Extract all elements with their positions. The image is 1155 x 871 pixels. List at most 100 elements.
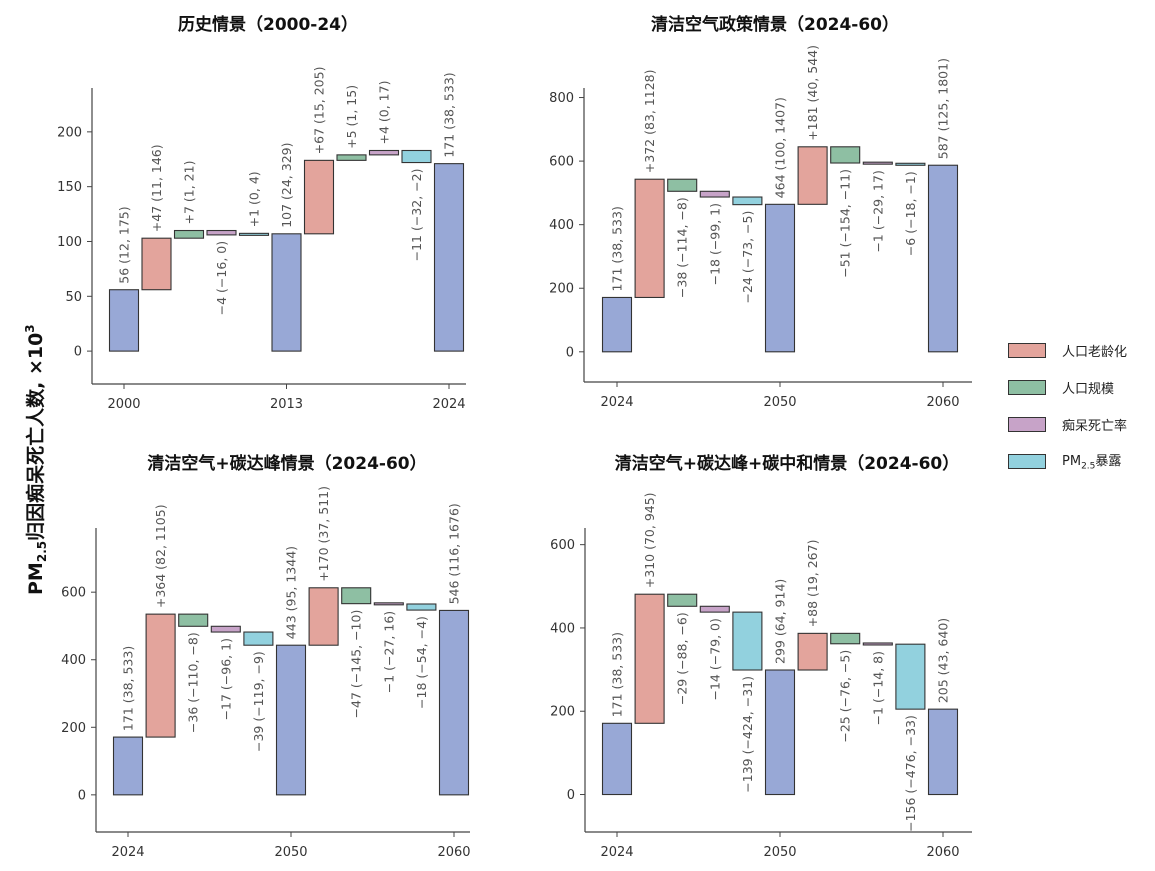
bar-pm bbox=[401, 149, 432, 164]
bar-value-label: +47 (11, 146) bbox=[149, 144, 164, 232]
y-tick-label: 400 bbox=[61, 653, 86, 668]
bar-total bbox=[271, 233, 302, 352]
bar-value-label: −4 (−16, 0) bbox=[214, 241, 229, 315]
panel-title: 清洁空气+碳达峰情景（2024-60） bbox=[147, 453, 426, 474]
bar-value-label: −11 (−32, −2) bbox=[409, 169, 424, 262]
x-tick-label: 2060 bbox=[926, 395, 959, 410]
bar-value-label: 299 (64, 914) bbox=[773, 579, 788, 664]
bar-mortality bbox=[206, 229, 237, 236]
y-tick-label: 50 bbox=[65, 290, 82, 305]
bar-total bbox=[601, 722, 633, 796]
bar-total bbox=[438, 609, 470, 796]
bar-value-label: −17 (−96, 1) bbox=[218, 638, 233, 720]
bar-value-label: −38 (−114, −8) bbox=[675, 197, 690, 298]
x-tick-label: 2013 bbox=[270, 397, 303, 412]
bar-aging bbox=[797, 632, 828, 671]
bar-value-label: 464 (100, 1407) bbox=[773, 97, 788, 198]
legend-item-aging: 人口老龄化 bbox=[1008, 338, 1148, 362]
legend-swatch-mortality bbox=[1008, 416, 1046, 432]
bar-value-label: −39 (−119, −9) bbox=[251, 651, 266, 752]
legend-item-size: 人口规模 bbox=[1008, 375, 1148, 399]
bar-size bbox=[830, 632, 861, 645]
bar-total bbox=[927, 164, 959, 353]
bar-value-label: −25 (−76, −5) bbox=[838, 650, 853, 743]
y-axis-title: PM2.5归因痴呆死亡人数, ×103 bbox=[23, 324, 49, 595]
bar-aging bbox=[634, 593, 665, 724]
bar-value-label: +181 (40, 544) bbox=[805, 45, 820, 141]
bar-value-label: −156 (−476, −33) bbox=[903, 715, 918, 832]
panel-clean-air-peak-neutral: 清洁空气+碳达峰+碳中和情景（2024-60） 0 200 400 600 171 (38… bbox=[550, 453, 972, 860]
bar-value-label: +1 (0, 4) bbox=[247, 171, 262, 227]
y-axis-title-prefix: PM bbox=[25, 562, 47, 595]
bar-value-label: −1 (−27, 16) bbox=[381, 611, 396, 693]
bar-mortality bbox=[373, 602, 404, 606]
bar-value-label: −6 (−18, −1) bbox=[903, 171, 918, 256]
x-tick-label: 2050 bbox=[274, 845, 307, 860]
bar-value-label: −51 (−154, −11) bbox=[838, 169, 853, 278]
bar-value-label: 56 (12, 175) bbox=[117, 206, 132, 283]
bar-value-label: −139 (−424, −31) bbox=[740, 676, 755, 793]
y-tick-label: 0 bbox=[78, 788, 86, 803]
y-tick-label: 150 bbox=[57, 180, 82, 195]
x-tick-label: 2024 bbox=[432, 397, 465, 412]
y-tick-label: 100 bbox=[57, 235, 82, 250]
y-tick-label: 600 bbox=[61, 586, 86, 601]
svg-text:PM2.5归因痴呆死亡人数, ×103: PM2.5归因痴呆死亡人数, ×103 bbox=[23, 324, 49, 595]
bar-total bbox=[601, 296, 633, 353]
bar-value-label: +7 (1, 21) bbox=[182, 161, 197, 225]
x-tick-label: 2000 bbox=[107, 397, 140, 412]
bar-value-label: 171 (38, 533) bbox=[610, 632, 625, 717]
y-tick-label: 200 bbox=[549, 282, 574, 297]
bar-value-label: −24 (−73, −5) bbox=[740, 211, 755, 304]
bar-value-label: +67 (15, 205) bbox=[312, 67, 327, 155]
legend-label-pm: PM2.5暴露 bbox=[1062, 450, 1121, 472]
legend-label-aging: 人口老龄化 bbox=[1062, 344, 1128, 360]
bar-value-label: −18 (−99, 1) bbox=[707, 203, 722, 285]
bar-mortality bbox=[699, 190, 730, 198]
x-tick-label: 2024 bbox=[111, 845, 144, 860]
panel-title: 清洁空气+碳达峰+碳中和情景（2024-60） bbox=[615, 453, 960, 474]
y-tick-label: 400 bbox=[549, 218, 574, 233]
panel-title: 历史情景（2000-24） bbox=[178, 14, 358, 35]
legend-label-size: 人口规模 bbox=[1062, 381, 1115, 397]
bar-total bbox=[112, 736, 144, 796]
bar-pm bbox=[732, 611, 763, 671]
y-tick-label: 600 bbox=[550, 538, 575, 553]
legend-label-pm-rest: 暴露 bbox=[1095, 454, 1122, 470]
bar-mortality bbox=[699, 605, 730, 613]
bar-value-label: −18 (−54, −4) bbox=[414, 616, 429, 709]
y-tick-label: 400 bbox=[550, 621, 575, 636]
bar-mortality bbox=[862, 161, 893, 165]
x-tick-label: 2060 bbox=[437, 845, 470, 860]
bar-total bbox=[764, 669, 796, 796]
bar-value-label: −1 (−14, 8) bbox=[870, 651, 885, 725]
legend-item-mortality: 痴呆死亡率 bbox=[1008, 412, 1148, 436]
bar-value-label: 171 (38, 533) bbox=[121, 646, 136, 731]
bar-pm bbox=[238, 232, 270, 236]
bar-size bbox=[336, 154, 367, 161]
y-tick-label: 200 bbox=[57, 125, 82, 140]
bar-pm bbox=[895, 643, 926, 710]
x-tick-label: 2050 bbox=[763, 845, 796, 860]
legend-label-pm-sub: 2.5 bbox=[1081, 461, 1096, 472]
y-tick-label: 800 bbox=[549, 91, 574, 106]
bar-aging bbox=[797, 146, 828, 205]
bar-value-label: 171 (38, 533) bbox=[610, 206, 625, 291]
y-axis-title-text: 归因痴呆死亡人数, ×10 bbox=[24, 333, 47, 541]
bar-aging bbox=[303, 159, 335, 235]
panel-title: 清洁空气政策情景（2024-60） bbox=[651, 14, 899, 35]
bar-size bbox=[173, 229, 205, 239]
bar-aging bbox=[141, 237, 172, 291]
bar-value-label: +310 (70, 945) bbox=[642, 492, 657, 588]
panel-clean-air-peak: 清洁空气+碳达峰情景（2024-60） 0 200 400 600 171 (38, 53… bbox=[61, 453, 470, 860]
bar-value-label: 205 (43, 640) bbox=[936, 618, 951, 703]
legend-label-mortality: 痴呆死亡率 bbox=[1062, 418, 1128, 434]
bar-value-label: 443 (95, 1344) bbox=[284, 546, 299, 639]
bar-value-label: +364 (82, 1105) bbox=[153, 504, 168, 608]
bar-aging bbox=[145, 613, 176, 738]
bar-aging bbox=[634, 178, 665, 299]
bar-size bbox=[341, 587, 372, 605]
bar-size bbox=[830, 146, 861, 164]
y-tick-label: 600 bbox=[549, 155, 574, 170]
